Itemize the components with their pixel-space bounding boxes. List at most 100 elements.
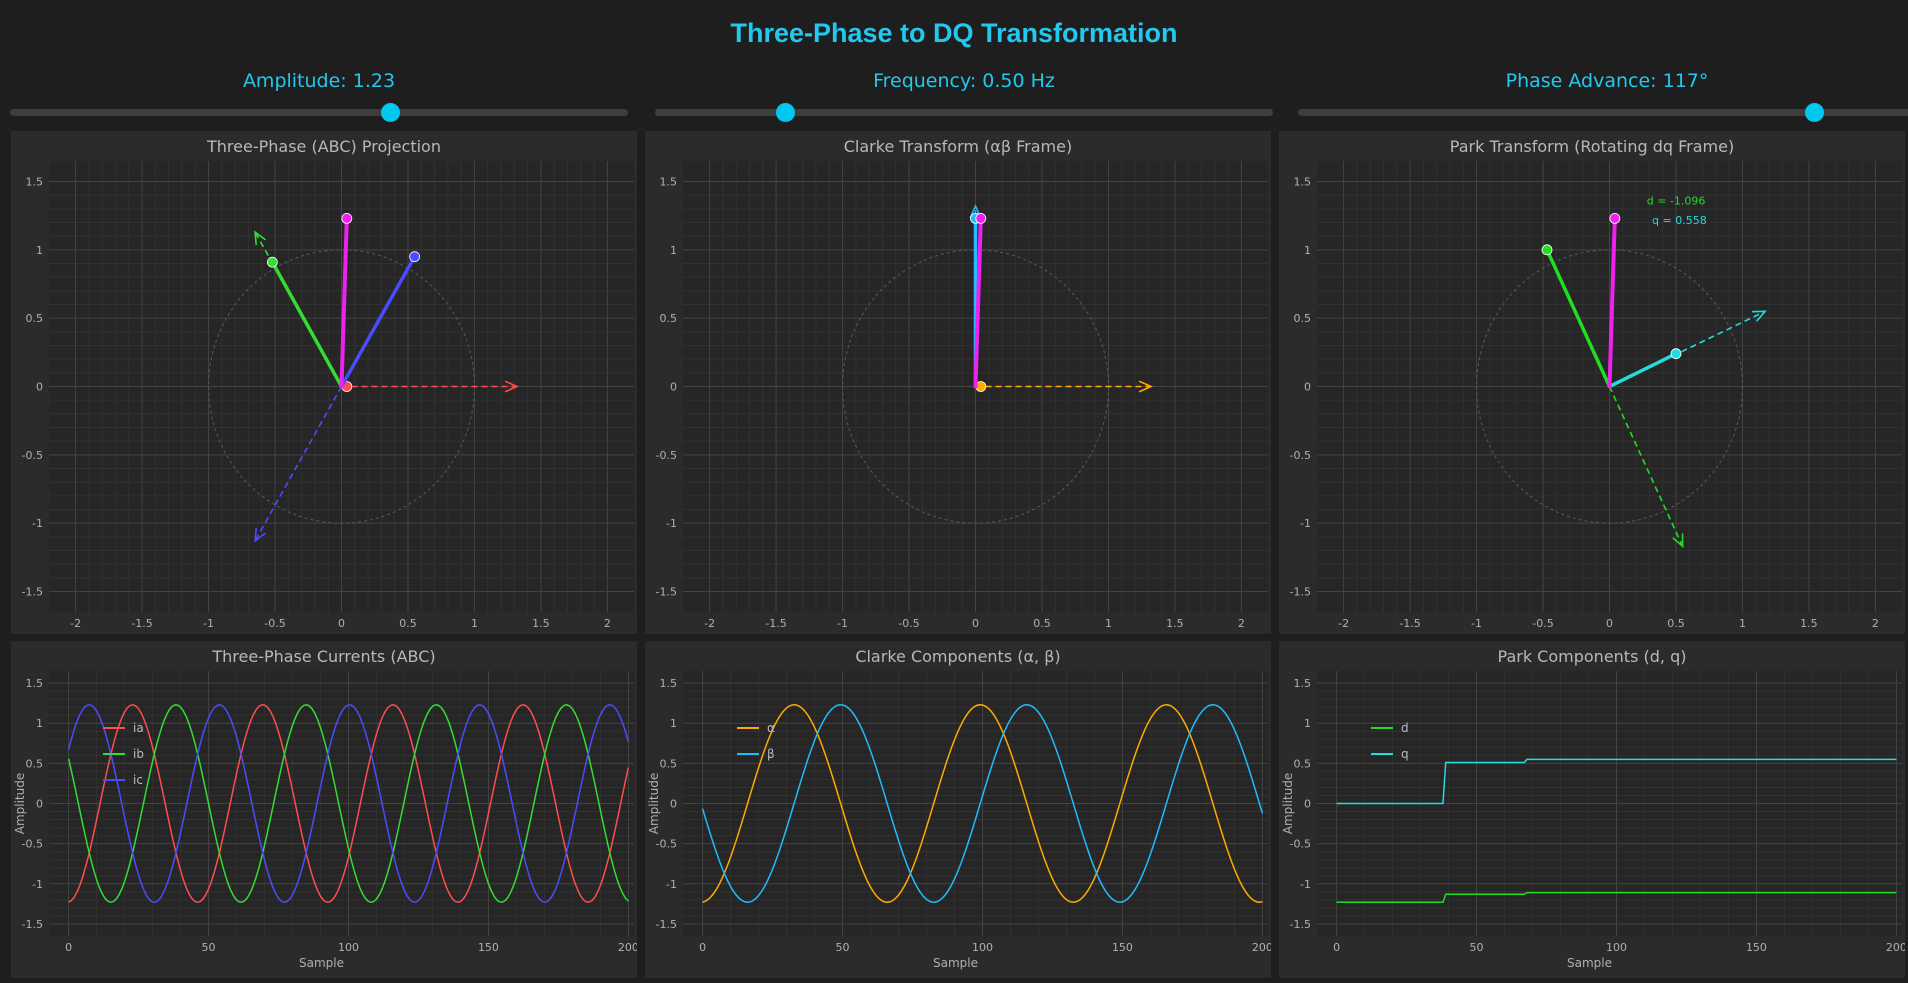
page-title: Three-Phase to DQ Transformation [730, 18, 1178, 48]
y-tick-label: -0.5 [1290, 449, 1311, 462]
resultant-vector-tip [975, 213, 987, 224]
y-tick-label: -1 [1300, 878, 1311, 891]
resultant-vector [1607, 216, 1617, 389]
x-tick-label: -1.5 [131, 617, 152, 630]
alpha-axis-head [1138, 380, 1153, 393]
phase-advance-control: Phase Advance: 117° [1298, 70, 1908, 122]
y-axis-label: Amplitude [13, 773, 27, 835]
frequency-slider-thumb[interactable] [776, 103, 796, 122]
y-tick-label: -1 [1300, 517, 1311, 530]
y-tick-label: 1.5 [660, 176, 678, 189]
x-tick-label: 200 [1886, 941, 1905, 954]
y-tick-label: 0.5 [1294, 312, 1312, 325]
y-tick-label: 1 [670, 244, 677, 257]
park-components-chart: 0 50 100 150 200 -1.5 -1 -0.5 0 0.5 1 1.5 Sample Ampl… [1281, 671, 1905, 970]
y-tick-label: -1.5 [1290, 918, 1311, 931]
x-tick-label: 150 [1112, 941, 1133, 954]
amplitude-slider-track[interactable] [10, 109, 628, 116]
x-tick-label: -1.5 [765, 617, 786, 630]
clarke-transform-chart: -2 -1.5 -1 -0.5 0 0.5 1 1.5 2 -1.5 -1 -0.5 0 0.5 1 1.5 [656, 161, 1268, 630]
x-tick-label: -0.5 [898, 617, 919, 630]
abc-projection-chart: -2 -1.5 -1 -0.5 0 0.5 1 1.5 2 -1.5 -1 -0.5 0 0.5 1 1.5 [22, 161, 634, 630]
x-tick-label: -0.5 [1532, 617, 1553, 630]
x-tick-label: -1 [837, 617, 848, 630]
x-tick-label: 0.5 [1033, 617, 1051, 630]
x-tick-label: 50 [202, 941, 216, 954]
series-line-d [1336, 891, 1897, 904]
y-tick-label: 0 [670, 381, 677, 394]
y-tick-label: -1.5 [22, 918, 43, 931]
x-tick-label: -2 [704, 617, 715, 630]
resultant-vector [339, 216, 349, 389]
park-components-title: Park Components (d, q) [1497, 647, 1687, 666]
abc-projection-title: Three-Phase (ABC) Projection [207, 137, 441, 156]
y-tick-label: -0.5 [22, 449, 43, 462]
x-tick-label: 100 [338, 941, 359, 954]
c-axis-head [254, 527, 266, 543]
y-tick-label: 1.5 [660, 677, 678, 690]
y-tick-label: 1.5 [1294, 677, 1312, 690]
y-tick-label: 1.5 [1294, 176, 1312, 189]
y-tick-label: 1 [36, 244, 43, 257]
x-tick-label: 0.5 [399, 617, 417, 630]
legend-label: ib [133, 747, 144, 761]
y-tick-label: -0.5 [656, 838, 677, 851]
y-tick-label: -1 [666, 878, 677, 891]
frequency-control: Frequency: 0.50 Hz [655, 70, 1273, 122]
x-tick-label: 0 [338, 617, 345, 630]
park-components-panel: 0 50 100 150 200 -1.5 -1 -0.5 0 0.5 1 1.5 Sample Ampl… [1279, 641, 1905, 978]
x-tick-label: 200 [618, 941, 637, 954]
clarke-transform-panel: -2 -1.5 -1 -0.5 0 0.5 1 1.5 2 -1.5 -1 -0.5 0 0.5 1 1.5 … [645, 131, 1271, 634]
series-line-α [702, 703, 1263, 904]
y-tick-label: 1 [36, 717, 43, 730]
y-tick-label: -1 [32, 878, 43, 891]
amplitude-slider-thumb[interactable] [381, 103, 401, 122]
x-tick-label: -2 [70, 617, 81, 630]
y-tick-label: -1.5 [656, 918, 677, 931]
b-axis-head [254, 230, 266, 246]
legend: dq [1371, 721, 1409, 761]
ib-vector-tip [266, 256, 278, 268]
q-axis [1609, 310, 1766, 388]
resultant-vector-tip [1609, 213, 1621, 224]
x-tick-label: 1.5 [1166, 617, 1184, 630]
park-transform-title: Park Transform (Rotating dq Frame) [1449, 137, 1735, 156]
abc-currents-chart: 0 50 100 150 200 -1.5 -1 -0.5 0 0.5 1 1.5 Sample Ampl… [13, 671, 637, 970]
clarke-transform-title: Clarke Transform (αβ Frame) [843, 137, 1073, 156]
vector-annotation: q = 0.558 [1652, 214, 1707, 227]
y-tick-label: 1 [1304, 717, 1311, 730]
legend-label: β [767, 747, 775, 761]
y-tick-label: 0.5 [26, 312, 44, 325]
y-tick-label: -1.5 [1290, 586, 1311, 599]
x-tick-label: -2 [1338, 617, 1349, 630]
x-tick-label: 2 [1238, 617, 1245, 630]
phase-advance-slider-track[interactable] [1298, 109, 1908, 116]
y-axis-label: Amplitude [1281, 773, 1295, 835]
x-tick-label: 1 [471, 617, 478, 630]
legend: ia ib ic [103, 721, 144, 787]
legend-label: q [1401, 747, 1409, 761]
x-tick-label: 2 [1872, 617, 1879, 630]
y-tick-label: 0 [36, 798, 43, 811]
x-tick-label: 0 [972, 617, 979, 630]
series-line-ic [67, 703, 630, 904]
phase-advance-slider-thumb[interactable] [1805, 103, 1825, 122]
legend-label: ia [133, 721, 144, 735]
x-tick-label: 100 [1606, 941, 1627, 954]
amplitude-control: Amplitude: 1.23 [10, 70, 628, 122]
y-tick-label: 0.5 [660, 757, 678, 770]
y-tick-label: -0.5 [656, 449, 677, 462]
x-tick-label: -1.5 [1399, 617, 1420, 630]
x-tick-label: 2 [604, 617, 611, 630]
q-vector [1607, 351, 1678, 389]
x-tick-label: 1 [1105, 617, 1112, 630]
legend-label: d [1401, 721, 1409, 735]
series-line-β [701, 703, 1264, 904]
series-line-ib [67, 703, 629, 904]
frequency-slider-track[interactable] [655, 109, 1273, 116]
x-tick-label: 0 [65, 941, 72, 954]
y-tick-label: -0.5 [22, 838, 43, 851]
park-transform-panel: -2 -1.5 -1 -0.5 0 0.5 1 1.5 2 -1.5 -1 -0.5 0 0.5 1 1.5 d… [1279, 131, 1905, 634]
y-axis-label: Amplitude [647, 773, 661, 835]
d-axis-head [1672, 533, 1684, 549]
